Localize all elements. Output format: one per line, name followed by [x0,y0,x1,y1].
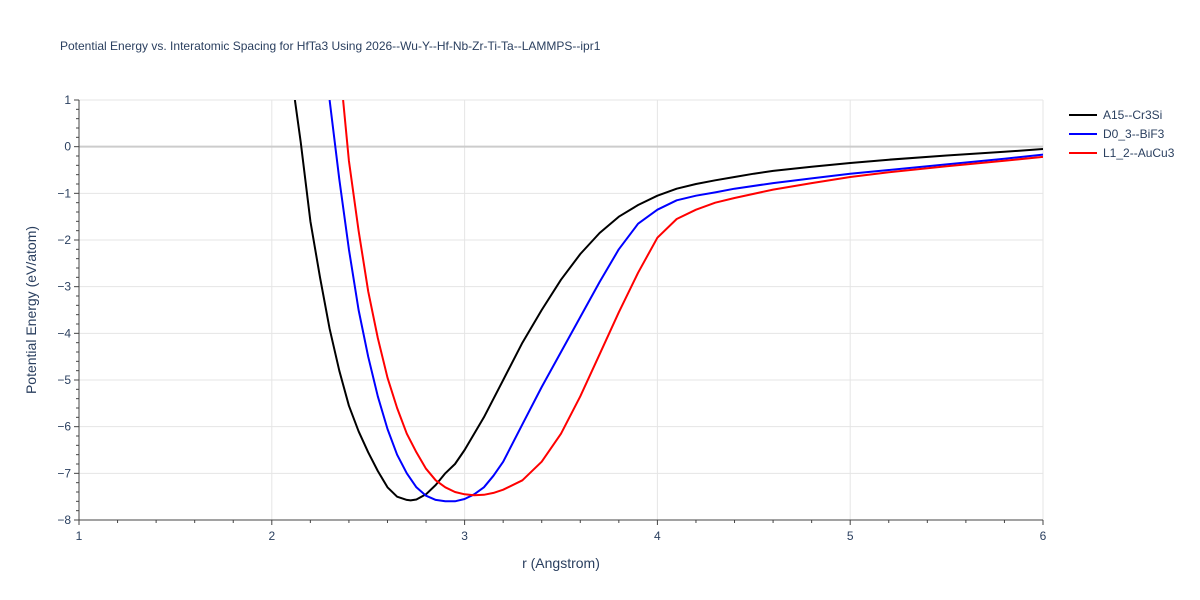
x-axis-title: r (Angstrom) [522,555,600,571]
y-tick-label: −2 [57,233,71,247]
y-tick-label: −5 [57,373,71,387]
x-tick-label: 3 [461,529,468,543]
x-tick-label: 5 [847,529,854,543]
legend-label: L1_2--AuCu3 [1103,146,1175,160]
series-line-l1-2-aucu3 [342,100,1043,497]
y-tick-label: −3 [57,280,71,294]
x-tick-label: 1 [76,529,83,543]
y-axis-title: Potential Energy (eV/atom) [23,226,39,394]
y-tick-label: −8 [57,513,71,527]
series-line-d0-3-bif3 [328,100,1043,503]
series-line-a15-cr3si [293,100,1043,502]
y-tick-label: −7 [57,466,71,480]
grid [78,99,1044,521]
legend-label: D0_3--BiF3 [1103,127,1165,141]
x-tick-label: 2 [268,529,275,543]
legend-item[interactable]: A15--Cr3Si [1069,108,1162,122]
y-tick-label: −1 [57,186,71,200]
y-tick-label: 1 [64,93,71,107]
chart-title: Potential Energy vs. Interatomic Spacing… [60,39,601,53]
y-tick-label: −4 [57,326,71,340]
x-tick-label: 6 [1040,529,1047,543]
axes: 1 2 3 4 5 6 1 0 −1 −2 −3 −4 −5 −6 −7 −8 [57,93,1046,543]
legend[interactable]: A15--Cr3Si D0_3--BiF3 L1_2--AuCu3 [1069,108,1175,160]
plot-area [293,100,1043,503]
legend-item[interactable]: D0_3--BiF3 [1069,127,1165,141]
legend-item[interactable]: L1_2--AuCu3 [1069,146,1175,160]
legend-label: A15--Cr3Si [1103,108,1162,122]
x-tick-label: 4 [654,529,661,543]
y-tick-label: −6 [57,420,71,434]
y-tick-label: 0 [64,140,71,154]
